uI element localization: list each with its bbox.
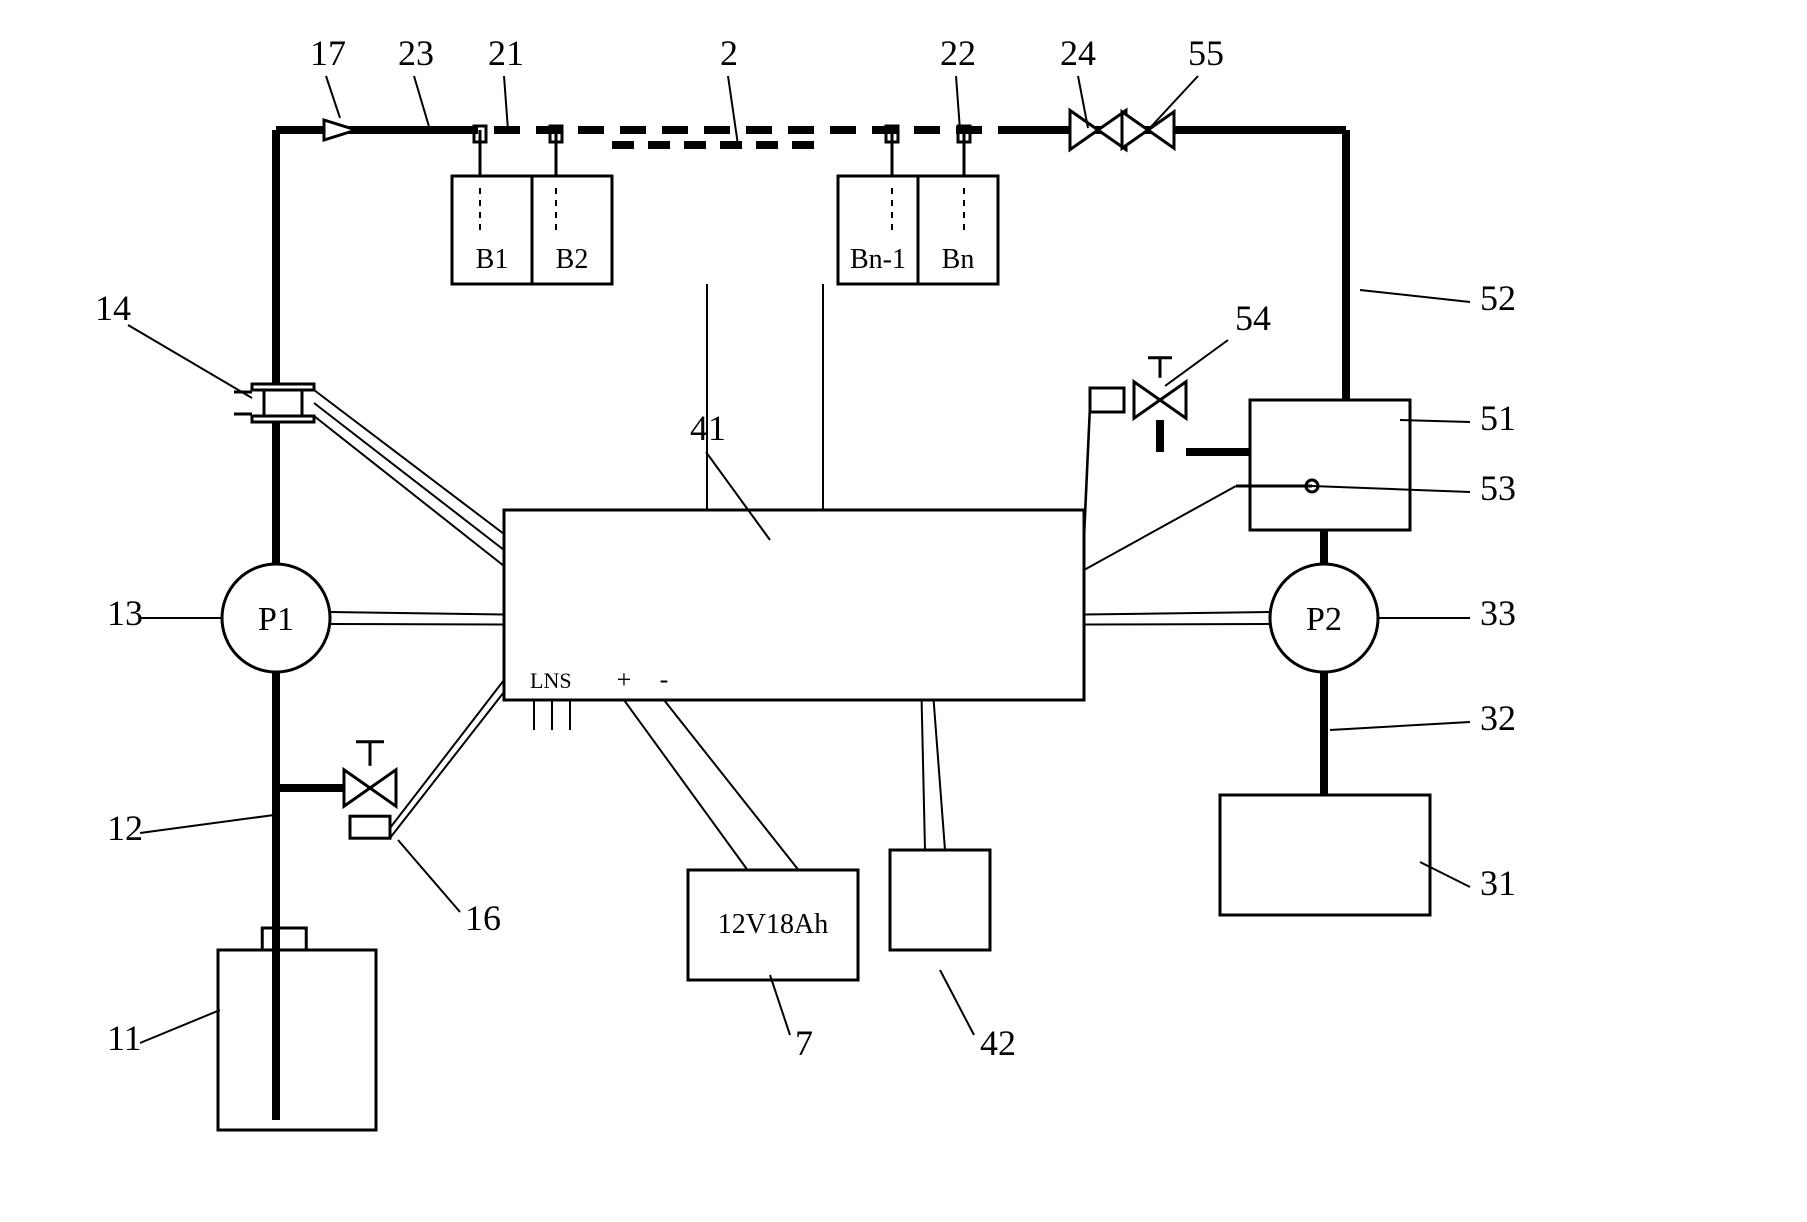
svg-text:B2: B2 bbox=[556, 244, 589, 275]
callout-32: 32 bbox=[1480, 698, 1516, 738]
callout-22: 22 bbox=[940, 33, 976, 73]
callout-42: 42 bbox=[980, 1023, 1016, 1063]
svg-text:12V18Ah: 12V18Ah bbox=[718, 909, 828, 940]
callout-23: 23 bbox=[398, 33, 434, 73]
callout-17: 17 bbox=[310, 33, 346, 73]
svg-text:P1: P1 bbox=[258, 601, 294, 638]
callout-12: 12 bbox=[107, 808, 143, 848]
callout-7: 7 bbox=[795, 1023, 813, 1063]
callout-52: 52 bbox=[1480, 278, 1516, 318]
callout-51: 51 bbox=[1480, 398, 1516, 438]
callout-33: 33 bbox=[1480, 593, 1516, 633]
callout-31: 31 bbox=[1480, 863, 1516, 903]
callout-24: 24 bbox=[1060, 33, 1096, 73]
svg-text:LNS: LNS bbox=[530, 668, 572, 693]
callout-2: 2 bbox=[720, 33, 738, 73]
callout-14: 14 bbox=[95, 288, 131, 328]
svg-text:B1: B1 bbox=[476, 244, 509, 275]
callout-16: 16 bbox=[465, 898, 501, 938]
callout-21: 21 bbox=[488, 33, 524, 73]
svg-text:Bn-1: Bn-1 bbox=[850, 244, 906, 275]
callout-41: 41 bbox=[690, 408, 726, 448]
svg-text:+: + bbox=[617, 665, 632, 694]
callout-11: 11 bbox=[107, 1018, 142, 1058]
callout-55: 55 bbox=[1188, 33, 1224, 73]
svg-text:-: - bbox=[660, 665, 669, 694]
callout-54: 54 bbox=[1235, 298, 1271, 338]
svg-text:Bn: Bn bbox=[942, 244, 975, 275]
schematic-diagram: P1P2LNS+-12V18AhB1B2Bn-1Bn 1723212222455… bbox=[0, 0, 1807, 1222]
callout-53: 53 bbox=[1480, 468, 1516, 508]
svg-text:P2: P2 bbox=[1306, 601, 1342, 638]
callout-13: 13 bbox=[107, 593, 143, 633]
